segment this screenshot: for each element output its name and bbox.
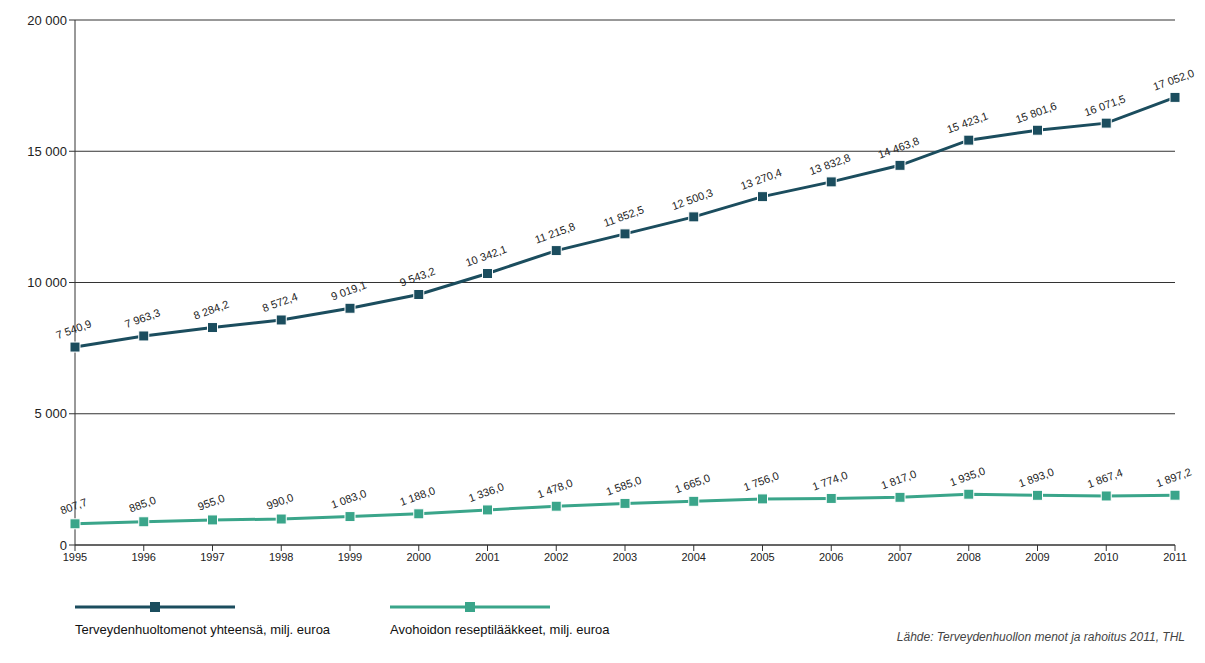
svg-text:8 572,4: 8 572,4 — [261, 290, 300, 314]
svg-text:1 585,0: 1 585,0 — [604, 474, 643, 498]
svg-text:10 000: 10 000 — [27, 275, 67, 290]
html-text:Terveydenhuoltomenot yhteensä,: Terveydenhuoltomenot yhteensä, milj. eur… — [75, 622, 331, 637]
svg-text:2006: 2006 — [819, 551, 843, 563]
svg-text:1 893,0: 1 893,0 — [1017, 466, 1056, 490]
html-text:Avohoidon reseptilääkkeet, mil: Avohoidon reseptilääkkeet, milj. euroa — [390, 622, 610, 637]
svg-text:1 665,0: 1 665,0 — [673, 472, 712, 496]
svg-text:9 543,2: 9 543,2 — [398, 265, 437, 289]
svg-text:15 423,1: 15 423,1 — [945, 109, 989, 135]
svg-text:15 000: 15 000 — [27, 144, 67, 159]
svg-text:1998: 1998 — [269, 551, 293, 563]
svg-text:2004: 2004 — [682, 551, 706, 563]
svg-text:12 500,3: 12 500,3 — [670, 186, 714, 212]
svg-text:11 215,8: 11 215,8 — [533, 220, 577, 246]
svg-text:7 540,9: 7 540,9 — [54, 317, 93, 341]
html-text:Lähde: Terveydenhuollon menot: Lähde: Terveydenhuollon menot ja rahoitu… — [896, 630, 1185, 644]
svg-text:2007: 2007 — [888, 551, 912, 563]
svg-text:7 963,3: 7 963,3 — [123, 306, 162, 330]
svg-text:807,7: 807,7 — [59, 496, 89, 517]
svg-text:1996: 1996 — [132, 551, 156, 563]
svg-text:1 774,0: 1 774,0 — [811, 469, 850, 493]
svg-text:955,0: 955,0 — [196, 492, 226, 513]
svg-text:990,0: 990,0 — [265, 491, 295, 512]
svg-text:2009: 2009 — [1025, 551, 1049, 563]
svg-text:1 897,2: 1 897,2 — [1154, 466, 1193, 490]
svg-text:13 832,8: 13 832,8 — [808, 151, 852, 177]
svg-text:2005: 2005 — [750, 551, 774, 563]
svg-text:1 188,0: 1 188,0 — [398, 484, 437, 508]
svg-text:16 071,5: 16 071,5 — [1083, 92, 1127, 118]
svg-text:9 019,1: 9 019,1 — [329, 279, 368, 303]
svg-text:1 935,0: 1 935,0 — [948, 465, 987, 489]
svg-text:2003: 2003 — [613, 551, 637, 563]
svg-text:11 852,5: 11 852,5 — [602, 203, 646, 229]
svg-text:5 000: 5 000 — [34, 406, 67, 421]
svg-text:1 336,0: 1 336,0 — [467, 480, 506, 504]
svg-text:2010: 2010 — [1094, 551, 1118, 563]
svg-text:2008: 2008 — [957, 551, 981, 563]
svg-text:8 284,2: 8 284,2 — [192, 298, 231, 322]
svg-text:2000: 2000 — [407, 551, 431, 563]
svg-text:14 463,8: 14 463,8 — [876, 135, 920, 161]
svg-text:17 052,0: 17 052,0 — [1151, 67, 1195, 93]
svg-text:1995: 1995 — [62, 550, 88, 563]
svg-text:1999: 1999 — [338, 551, 362, 563]
svg-text:1 817,0: 1 817,0 — [879, 468, 918, 492]
svg-text:2001: 2001 — [475, 551, 499, 563]
svg-text:15 801,6: 15 801,6 — [1014, 99, 1058, 125]
svg-text:10 342,1: 10 342,1 — [464, 243, 508, 269]
svg-text:1 756,0: 1 756,0 — [742, 469, 781, 493]
svg-text:1 867,4: 1 867,4 — [1086, 466, 1125, 490]
svg-text:2002: 2002 — [544, 551, 568, 563]
svg-text:0: 0 — [60, 538, 67, 553]
svg-text:1 478,0: 1 478,0 — [536, 477, 575, 501]
svg-text:1997: 1997 — [200, 551, 224, 563]
svg-text:20 000: 20 000 — [27, 13, 67, 28]
svg-text:1 083,0: 1 083,0 — [329, 487, 368, 511]
svg-text:885,0: 885,0 — [127, 494, 157, 515]
svg-text:2011: 2011 — [1163, 551, 1187, 563]
svg-text:13 270,4: 13 270,4 — [739, 166, 783, 192]
